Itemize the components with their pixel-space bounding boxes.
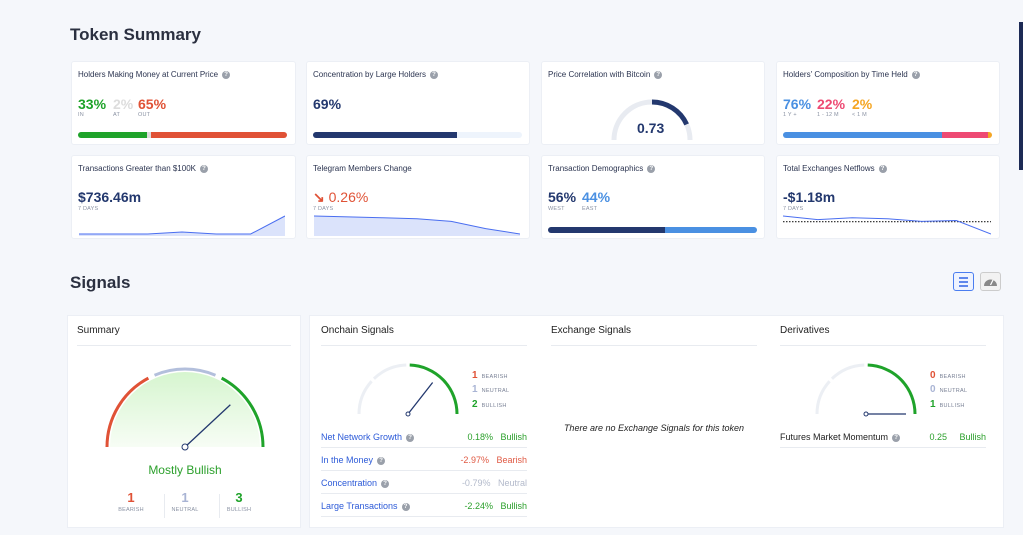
help-icon[interactable]: ? xyxy=(647,164,656,173)
concentration-card: Concentration by Large Holders? 69% xyxy=(306,61,530,145)
gauge-bullish-arc xyxy=(867,363,917,415)
gauge-fill xyxy=(110,372,260,447)
gauge-bearish-arc xyxy=(815,380,831,415)
sparkline-area xyxy=(314,216,520,236)
gauge-neutral-arc xyxy=(153,367,217,377)
gauge-view-button[interactable] xyxy=(980,272,1001,291)
gauge-bullish-arc xyxy=(220,376,265,448)
derivatives-gauge xyxy=(815,363,917,417)
help-icon[interactable]: ? xyxy=(406,433,415,442)
demographics-bar xyxy=(548,227,757,233)
gauge-pivot xyxy=(863,411,869,417)
help-icon[interactable]: ? xyxy=(377,456,386,465)
correlation-value-arc xyxy=(651,99,689,126)
token-summary-title: Token Summary xyxy=(70,25,202,44)
help-icon[interactable]: ? xyxy=(429,70,438,79)
telegram-card: Telegram Members Change ↘ 0.26% 7 DAYS xyxy=(306,155,530,239)
onchain-gauge xyxy=(357,363,459,417)
summary-verdict: Mostly Bullish xyxy=(148,463,222,477)
summary-panel: Summary Mostly Bullish 1 1 3 BEARISH NEU… xyxy=(67,315,301,528)
gauge-bearish-arc xyxy=(105,376,150,448)
netflows-card: Total Exchanges Netflows? -$1.18m 7 DAYS xyxy=(776,155,1000,239)
help-icon[interactable]: ? xyxy=(381,479,390,488)
gauge-pivot xyxy=(405,411,411,417)
summary-gauge xyxy=(105,367,265,451)
help-icon[interactable]: ? xyxy=(401,502,410,511)
composition-card: Holders' Composition by Time Held? 76% 2… xyxy=(776,61,1000,145)
onchain-signal-row[interactable]: Net Network Growth? 0.18% Bullish xyxy=(321,426,527,448)
correlation-card: Price Correlation with Bitcoin? 0.73 xyxy=(541,61,765,145)
large-tx-sparkline xyxy=(79,215,285,236)
gauge-pivot xyxy=(181,443,189,451)
help-icon[interactable]: ? xyxy=(911,70,920,79)
help-icon[interactable]: ? xyxy=(892,433,901,442)
onchain-signal-row[interactable]: In the Money? -2.97% Bearish xyxy=(321,449,527,471)
help-icon[interactable]: ? xyxy=(222,70,231,79)
sparkline-area xyxy=(79,216,285,236)
demographics-card: Transaction Demographics? 56% 44% WEST E… xyxy=(541,155,765,239)
signals-title: Signals xyxy=(70,273,131,292)
speedometer-icon xyxy=(984,279,997,286)
gauge-needle xyxy=(407,382,434,415)
help-icon[interactable]: ? xyxy=(654,70,663,79)
holders-money-bar xyxy=(78,132,287,138)
gauge-neutral-arc xyxy=(372,363,407,380)
help-icon[interactable]: ? xyxy=(200,164,208,173)
large-tx-card: Transactions Greater than $100K? $736.46… xyxy=(71,155,296,239)
derivatives-row[interactable]: Futures Market Momentum? 0.25 Bullish xyxy=(780,426,986,448)
onchain-signal-row[interactable]: Concentration? -0.79% Neutral xyxy=(321,472,527,494)
sparkline-line xyxy=(79,215,285,235)
list-view-button[interactable] xyxy=(953,272,974,291)
gauge-bearish-arc xyxy=(357,380,373,415)
side-panel-edge xyxy=(1019,22,1023,170)
sparkline-line xyxy=(783,215,991,235)
list-icon xyxy=(959,277,968,287)
exchange-empty-message: There are no Exchange Signals for this t… xyxy=(563,423,745,433)
onchain-signal-row[interactable]: Large Transactions? -2.24% Bullish xyxy=(321,495,527,517)
gauge-neutral-arc xyxy=(830,363,865,380)
signals-panel: Onchain Signals 1 BEARISH 1 NEUTRAL 2 BULLI… xyxy=(309,315,1004,528)
help-icon[interactable]: ? xyxy=(878,164,887,173)
gauge-bullish-arc xyxy=(409,363,459,415)
telegram-sparkline xyxy=(314,215,520,236)
sparkline-line xyxy=(314,215,520,235)
holders-money-card: Holders Making Money at Current Price? 3… xyxy=(71,61,296,145)
composition-bar xyxy=(783,132,992,138)
netflows-sparkline xyxy=(783,215,991,235)
arrow-down-right-icon: ↘ xyxy=(313,189,325,205)
gauge-needle xyxy=(184,404,231,448)
correlation-gauge xyxy=(611,99,693,141)
concentration-bar xyxy=(313,132,522,138)
